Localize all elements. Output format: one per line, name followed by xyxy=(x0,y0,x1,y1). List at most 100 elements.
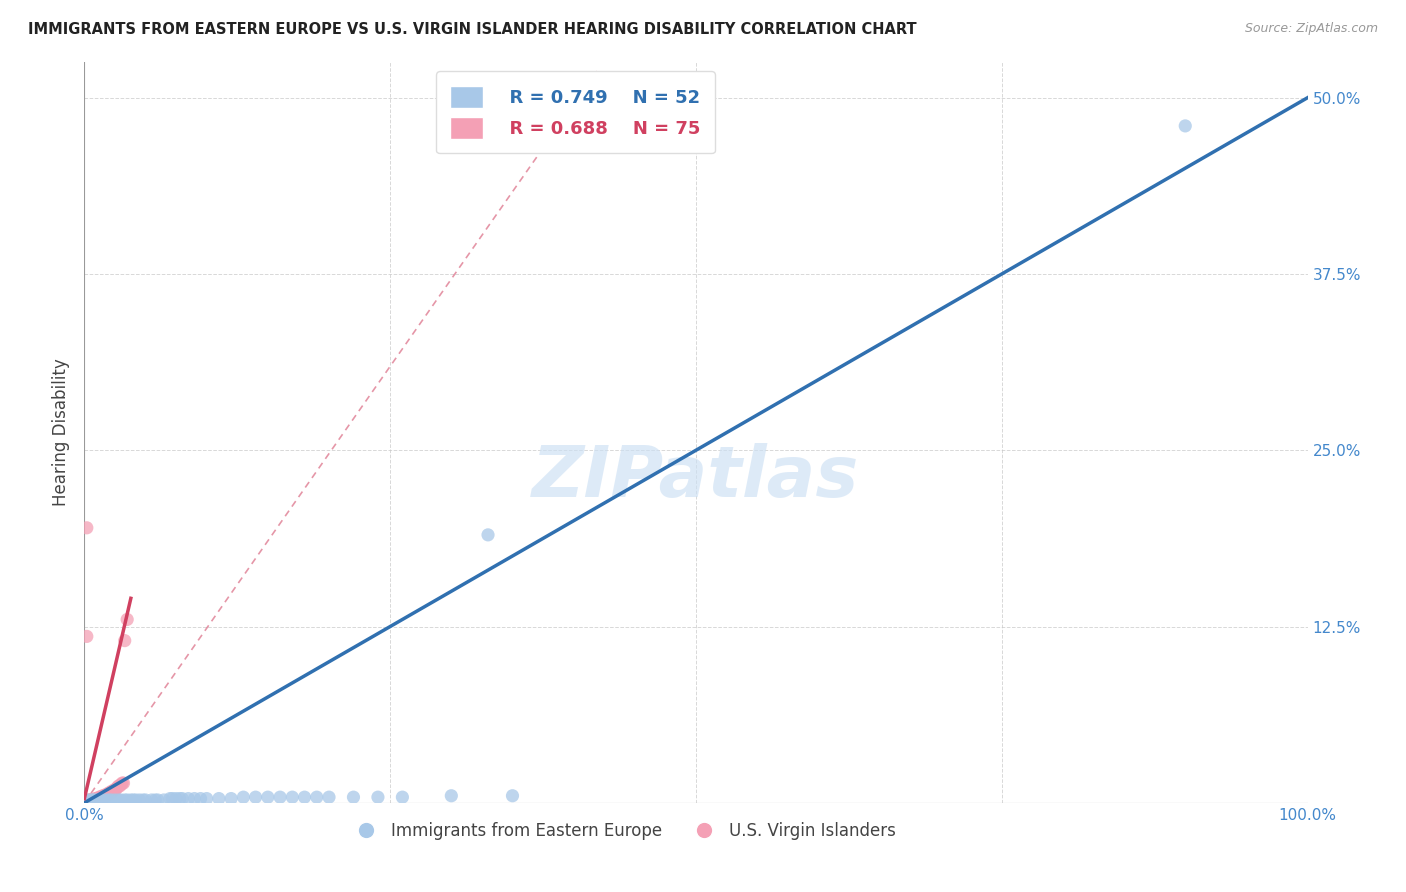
Point xyxy=(79,793,101,807)
Point xyxy=(80,793,103,807)
Point xyxy=(128,793,150,807)
Point xyxy=(97,793,120,807)
Point xyxy=(79,793,101,807)
Point xyxy=(77,794,100,808)
Point xyxy=(245,790,267,805)
Point xyxy=(190,791,212,805)
Point xyxy=(76,794,98,808)
Point xyxy=(89,790,111,805)
Point xyxy=(76,794,98,808)
Point xyxy=(94,789,117,803)
Point xyxy=(269,790,291,805)
Point xyxy=(146,793,169,807)
Point xyxy=(477,528,499,542)
Point xyxy=(294,790,316,805)
Point xyxy=(100,786,122,800)
Point xyxy=(367,790,389,805)
Point xyxy=(172,791,194,805)
Point xyxy=(76,794,98,808)
Point xyxy=(97,788,120,802)
Point xyxy=(110,793,132,807)
Point xyxy=(97,788,120,802)
Point xyxy=(257,790,280,805)
Point xyxy=(90,790,112,805)
Point xyxy=(114,633,136,648)
Point xyxy=(97,786,120,800)
Point xyxy=(83,793,105,807)
Point xyxy=(115,612,138,626)
Point xyxy=(84,791,107,805)
Point xyxy=(195,791,218,805)
Point xyxy=(125,793,148,807)
Point xyxy=(82,793,104,807)
Point xyxy=(132,793,155,807)
Point xyxy=(232,790,254,805)
Point xyxy=(100,784,122,798)
Point xyxy=(76,794,98,808)
Point xyxy=(76,629,98,643)
Point xyxy=(177,791,200,805)
Point xyxy=(318,790,340,805)
Point xyxy=(440,789,463,803)
Point xyxy=(120,793,142,807)
Point xyxy=(77,794,100,808)
Point xyxy=(77,794,100,808)
Point xyxy=(105,780,128,795)
Point xyxy=(77,794,100,808)
Point xyxy=(110,777,132,791)
Point xyxy=(101,784,124,798)
Point xyxy=(75,794,97,808)
Point xyxy=(93,790,115,805)
Point xyxy=(82,793,104,807)
Point xyxy=(141,793,163,807)
Point xyxy=(86,793,108,807)
Point xyxy=(391,790,413,805)
Point xyxy=(165,791,187,805)
Y-axis label: Hearing Disability: Hearing Disability xyxy=(52,359,70,507)
Point xyxy=(96,788,118,802)
Point xyxy=(87,791,110,805)
Point xyxy=(97,788,120,802)
Point xyxy=(87,791,110,805)
Point xyxy=(90,793,112,807)
Point xyxy=(105,781,128,796)
Point xyxy=(86,791,108,805)
Point xyxy=(75,794,97,808)
Point xyxy=(219,791,242,805)
Point xyxy=(108,779,131,793)
Point xyxy=(112,776,135,790)
Point xyxy=(104,783,127,797)
Point xyxy=(90,790,112,805)
Point xyxy=(111,776,134,790)
Point xyxy=(76,794,98,808)
Point xyxy=(107,779,129,793)
Point xyxy=(1174,119,1197,133)
Point xyxy=(162,791,184,805)
Point xyxy=(114,793,136,807)
Point xyxy=(77,794,100,808)
Point xyxy=(305,790,328,805)
Point xyxy=(80,794,103,808)
Point xyxy=(77,793,100,807)
Point xyxy=(76,793,98,807)
Point xyxy=(115,793,138,807)
Point xyxy=(76,794,98,808)
Point xyxy=(83,793,105,807)
Point xyxy=(77,794,100,808)
Point xyxy=(84,793,107,807)
Text: IMMIGRANTS FROM EASTERN EUROPE VS U.S. VIRGIN ISLANDER HEARING DISABILITY CORREL: IMMIGRANTS FROM EASTERN EUROPE VS U.S. V… xyxy=(28,22,917,37)
Point xyxy=(89,791,111,805)
Point xyxy=(77,794,100,808)
Point xyxy=(153,793,176,807)
Point xyxy=(91,790,114,805)
Point xyxy=(100,793,122,807)
Point xyxy=(77,794,100,808)
Point xyxy=(86,793,108,807)
Point xyxy=(87,790,110,805)
Point xyxy=(80,793,103,807)
Point xyxy=(169,791,191,805)
Point xyxy=(75,794,97,808)
Point xyxy=(87,791,110,805)
Text: Source: ZipAtlas.com: Source: ZipAtlas.com xyxy=(1244,22,1378,36)
Point xyxy=(96,789,118,803)
